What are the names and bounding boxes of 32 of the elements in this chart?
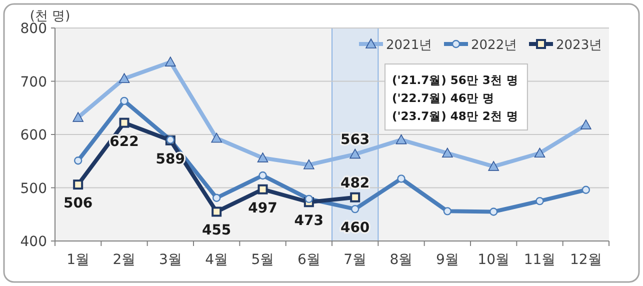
- x-tick-label: 2월: [112, 252, 136, 268]
- legend-label: 2022년: [471, 38, 518, 53]
- data-label: 622: [110, 134, 139, 150]
- y-tick-label: 600: [20, 128, 47, 144]
- data-label: 482: [340, 175, 370, 192]
- y-tick-label: 400: [20, 234, 47, 250]
- data-label: 473: [294, 213, 324, 230]
- y-tick-label: 500: [20, 180, 47, 197]
- x-tick-label: 1월: [66, 252, 90, 268]
- annotation: ('23.7월) 48만 2천 명: [392, 109, 518, 123]
- legend-label: 2023년: [556, 38, 602, 53]
- x-tick-label: 8월: [390, 252, 413, 268]
- data-label: 460: [340, 220, 370, 236]
- x-tick-label: 10월: [478, 252, 510, 268]
- y-axis-title: (천 명): [30, 9, 70, 24]
- y-tick-label: 800: [20, 21, 47, 37]
- x-tick-label: 9월: [436, 252, 459, 268]
- data-label: 455: [202, 222, 232, 239]
- data-label: 563: [340, 132, 370, 148]
- x-tick-label: 11월: [524, 252, 556, 268]
- data-label: 506: [63, 196, 93, 212]
- annotation: ('22.7월) 46만 명: [392, 91, 494, 105]
- x-tick-label: 7월: [344, 252, 367, 268]
- y-tick-label: 700: [20, 74, 47, 90]
- x-tick-label: 6월: [297, 252, 320, 268]
- x-tick-label: 5월: [251, 252, 274, 268]
- x-tick-label: 3월: [158, 252, 182, 268]
- legend-label: 2021년: [386, 38, 432, 53]
- x-tick-label: 4월: [205, 252, 228, 268]
- data-label: 497: [248, 200, 278, 216]
- annotation: ('21.7월) 56만 3천 명: [392, 73, 518, 87]
- x-tick-label: 12월: [570, 252, 602, 268]
